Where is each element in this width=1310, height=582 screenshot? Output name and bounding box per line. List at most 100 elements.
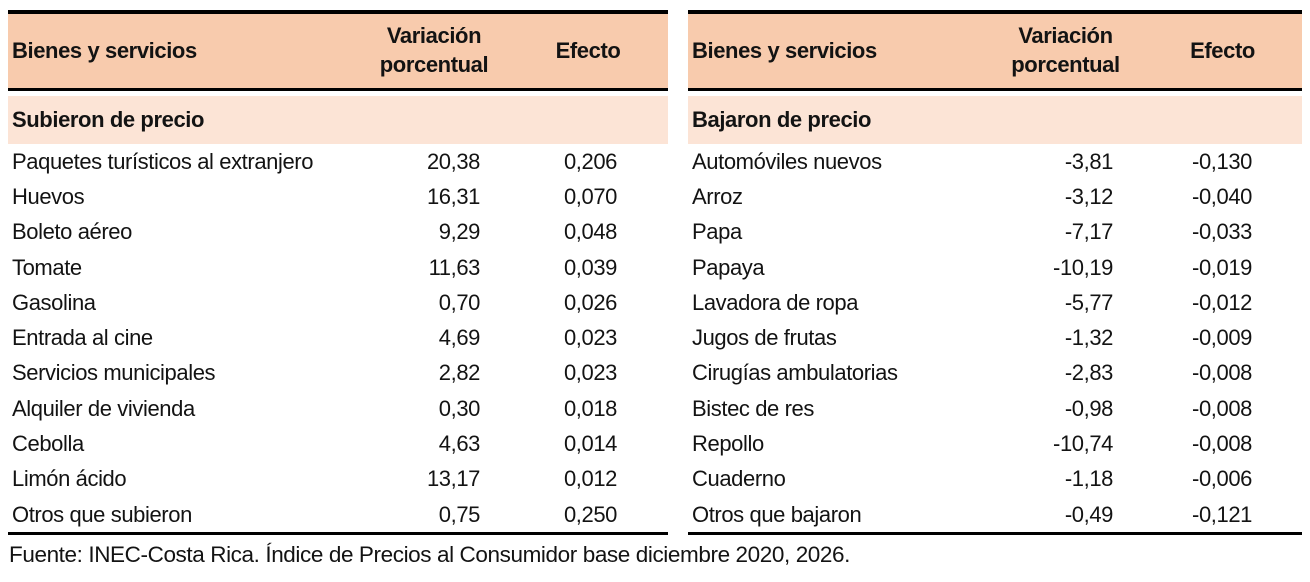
effect-cell: -0,019 [1192, 254, 1252, 280]
table-subieron-de-precio: Bienes y servicios Variación porcentual … [8, 10, 668, 536]
table-row: Alquiler de vivienda 0,30 0,018 [8, 391, 668, 426]
table-row: Entrada al cine 4,69 0,023 [8, 320, 668, 355]
column-header-variation: Variación porcentual [379, 23, 489, 77]
variation-cell: 0,30 [438, 395, 481, 421]
table-row: Limón ácido 13,17 0,012 [8, 462, 668, 497]
column-header-effect: Efecto [1190, 37, 1255, 63]
variation-cell: 4,63 [438, 431, 481, 457]
table-body: Automóviles nuevos -3,81 -0,130 Arroz -3,12 -… [688, 144, 1302, 532]
item-cell: Arroz [692, 183, 743, 209]
table-body: Paquetes turísticos al extranjero 20,38 0,… [8, 144, 668, 532]
effect-cell: -0,008 [1192, 360, 1252, 386]
effect-cell: 0,070 [563, 183, 617, 209]
effect-cell: -0,130 [1192, 148, 1252, 174]
variation-cell: 2,82 [438, 360, 481, 386]
table-row: Arroz -3,12 -0,040 [688, 179, 1302, 214]
item-cell: Limón ácido [12, 466, 127, 492]
variation-cell: 0,75 [438, 501, 481, 527]
item-cell: Repollo [692, 431, 764, 457]
table-row: Gasolina 0,70 0,026 [8, 285, 668, 320]
source-note: Fuente: INEC-Costa Rica. Índice de Preci… [9, 542, 850, 568]
item-cell: Boleto aéreo [12, 219, 132, 245]
variation-cell: -0,49 [1064, 501, 1114, 527]
item-cell: Tomate [12, 254, 82, 280]
item-cell: Otros que subieron [12, 501, 192, 527]
table-row: Tomate 11,63 0,039 [8, 250, 668, 285]
table-row: Servicios municipales 2,82 0,023 [8, 356, 668, 391]
table-header-row: Bienes y servicios Variación porcentual … [688, 10, 1302, 91]
variation-cell: -2,83 [1064, 360, 1114, 386]
effect-cell: 0,014 [563, 431, 617, 457]
variation-cell: 4,69 [438, 325, 481, 351]
effect-cell: 0,012 [563, 466, 617, 492]
table-row: Huevos 16,31 0,070 [8, 179, 668, 214]
item-cell: Entrada al cine [12, 325, 153, 351]
column-header-item: Bienes y servicios [692, 38, 877, 63]
item-cell: Lavadora de ropa [692, 289, 859, 315]
table-row: Boleto aéreo 9,29 0,048 [8, 215, 668, 250]
variation-cell: 20,38 [426, 148, 480, 174]
variation-cell: 0,70 [438, 289, 481, 315]
variation-cell: -1,18 [1064, 466, 1114, 492]
effect-cell: 0,250 [563, 501, 617, 527]
item-cell: Servicios municipales [12, 360, 216, 386]
table-row: Cebolla 4,63 0,014 [8, 426, 668, 461]
variation-cell: 9,29 [438, 219, 481, 245]
table-row: Lavadora de ropa -5,77 -0,012 [688, 285, 1302, 320]
item-cell: Gasolina [12, 289, 96, 315]
effect-cell: 0,023 [563, 360, 617, 386]
effect-cell: -0,033 [1192, 219, 1252, 245]
variation-cell: 11,63 [428, 254, 481, 280]
item-cell: Papaya [692, 254, 765, 280]
tables-container: Bienes y servicios Variación porcentual … [8, 10, 1302, 536]
effect-cell: -0,008 [1192, 431, 1252, 457]
effect-cell: -0,006 [1192, 466, 1252, 492]
section-label-subieron: Subieron de precio [8, 96, 668, 144]
variation-cell: 13,17 [426, 466, 480, 492]
effect-cell: 0,023 [563, 325, 617, 351]
column-header-effect: Efecto [555, 37, 621, 63]
item-cell: Jugos de frutas [692, 325, 837, 351]
table-row: Paquetes turísticos al extranjero 20,38 0,… [8, 144, 668, 179]
table-row: Otros que bajaron -0,49 -0,121 [688, 497, 1302, 532]
effect-cell: -0,009 [1192, 325, 1252, 351]
table-row: Cirugías ambulatorias -2,83 -0,008 [688, 356, 1302, 391]
table-header-row: Bienes y servicios Variación porcentual … [8, 10, 668, 91]
column-header-item: Bienes y servicios [12, 38, 197, 63]
effect-cell: -0,121 [1192, 501, 1252, 527]
table-row: Papa -7,17 -0,033 [688, 215, 1302, 250]
effect-cell: 0,048 [563, 219, 617, 245]
item-cell: Paquetes turísticos al extranjero [12, 148, 314, 174]
variation-cell: -10,74 [1053, 431, 1113, 457]
effect-cell: 0,039 [563, 254, 617, 280]
effect-cell: -0,012 [1192, 289, 1252, 315]
variation-cell: 16,31 [426, 183, 480, 209]
column-header-variation: Variación porcentual [1011, 23, 1120, 77]
item-cell: Automóviles nuevos [692, 148, 882, 174]
effect-cell: -0,040 [1192, 183, 1252, 209]
table-row: Papaya -10,19 -0,019 [688, 250, 1302, 285]
section-label-bajaron: Bajaron de precio [688, 96, 1302, 144]
item-cell: Cebolla [12, 431, 84, 457]
variation-cell: -10,19 [1053, 254, 1113, 280]
table-row: Otros que subieron 0,75 0,250 [8, 497, 668, 532]
table-row: Bistec de res -0,98 -0,008 [688, 391, 1302, 426]
table-row: Automóviles nuevos -3,81 -0,130 [688, 144, 1302, 179]
variation-cell: -3,12 [1064, 183, 1114, 209]
variation-cell: -5,77 [1064, 289, 1114, 315]
item-cell: Cirugías ambulatorias [692, 360, 898, 386]
effect-cell: 0,018 [563, 395, 617, 421]
item-cell: Otros que bajaron [692, 501, 862, 527]
table-row: Cuaderno -1,18 -0,006 [688, 462, 1302, 497]
effect-cell: 0,206 [563, 148, 617, 174]
effect-cell: -0,008 [1192, 395, 1252, 421]
item-cell: Cuaderno [692, 466, 786, 492]
variation-cell: -3,81 [1064, 148, 1114, 174]
item-cell: Papa [692, 219, 742, 245]
variation-cell: -7,17 [1064, 219, 1114, 245]
variation-cell: -1,32 [1064, 325, 1114, 351]
item-cell: Alquiler de vivienda [12, 395, 195, 421]
variation-cell: -0,98 [1064, 395, 1114, 421]
effect-cell: 0,026 [563, 289, 617, 315]
item-cell: Bistec de res [692, 395, 814, 421]
